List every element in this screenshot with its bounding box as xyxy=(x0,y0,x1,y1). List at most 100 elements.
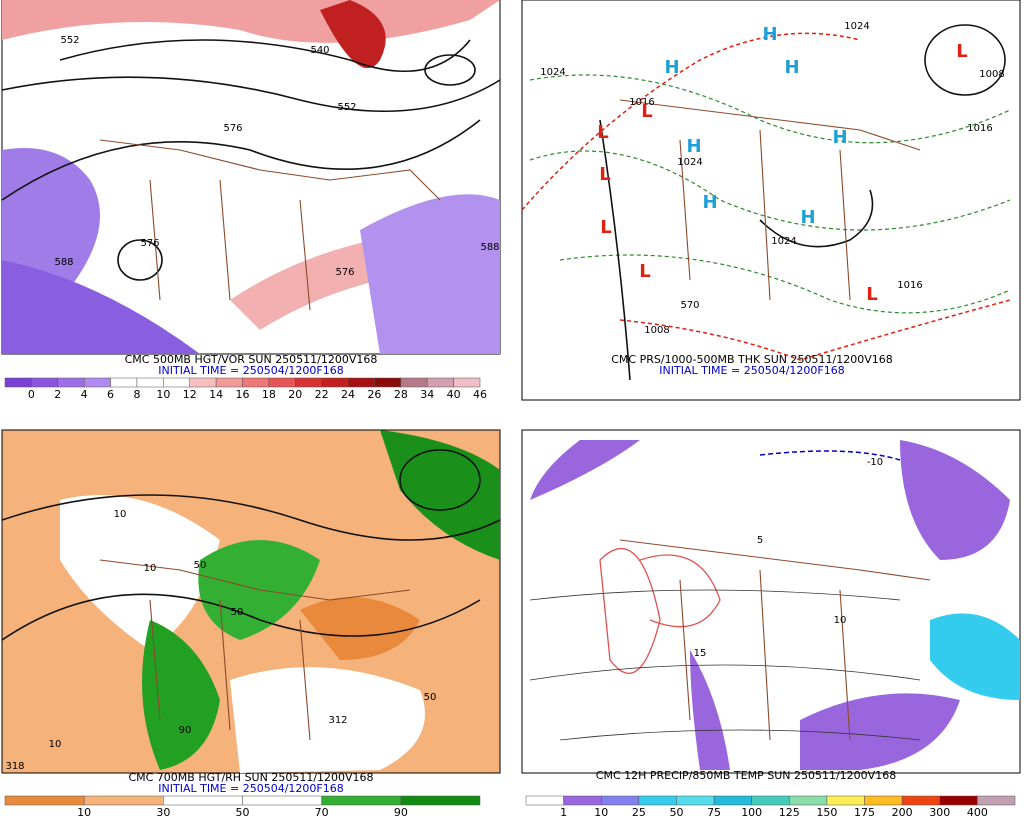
low-center: L xyxy=(956,41,967,62)
contour xyxy=(529,150,1011,231)
colorbar-swatch xyxy=(638,795,677,806)
colorbar-swatch xyxy=(563,795,602,806)
rh-area xyxy=(60,495,220,650)
colorbar-swatch xyxy=(242,377,270,388)
contour xyxy=(559,254,1011,314)
low-center: L xyxy=(599,164,610,185)
colorbar-label: 24 xyxy=(341,388,355,401)
contour-label: 10 xyxy=(114,509,127,520)
colorbar-label: 0 xyxy=(28,388,35,401)
contour-label: 318 xyxy=(5,761,24,772)
contour xyxy=(59,39,471,72)
colorbar-swatch xyxy=(347,377,375,388)
colorbar-swatch xyxy=(453,377,481,388)
contour xyxy=(1,494,501,541)
contour-label: 10 xyxy=(144,563,157,574)
contour-label: 1024 xyxy=(844,21,869,32)
contour-label: 1008 xyxy=(979,69,1004,80)
contour-label: 1008 xyxy=(644,325,669,336)
colorbar-label: 12 xyxy=(183,388,197,401)
contour-label: 1016 xyxy=(967,123,992,134)
state-border xyxy=(99,139,441,311)
colorbar-swatch xyxy=(426,377,454,388)
rh-area xyxy=(142,620,220,770)
vorticity-area xyxy=(2,260,200,354)
colorbar-label: 90 xyxy=(394,806,408,819)
contour-label: 1024 xyxy=(677,157,702,168)
colorbar-swatch xyxy=(676,795,715,806)
colorbar-label: 70 xyxy=(315,806,329,819)
colorbar-label: 125 xyxy=(779,806,800,819)
colorbar-swatch xyxy=(83,795,164,806)
colorbar-label: 22 xyxy=(315,388,329,401)
precip-area xyxy=(930,613,1020,700)
colorbar-label: 26 xyxy=(367,388,381,401)
contour-label: 1024 xyxy=(771,236,796,247)
caption: CMC 700MB HGT/RH SUN 250511/1200V168 xyxy=(128,771,373,784)
colorbar-swatch xyxy=(83,377,111,388)
colorbar-label: 50 xyxy=(236,806,250,819)
temperature-contour xyxy=(529,589,921,741)
colorbar-swatch xyxy=(4,795,85,806)
low-center: L xyxy=(597,122,608,143)
colorbar-swatch xyxy=(789,795,828,806)
precip-area xyxy=(800,693,960,770)
colorbar-swatch xyxy=(525,795,564,806)
colorbar-swatch xyxy=(826,795,865,806)
state-border xyxy=(619,539,931,741)
colorbar-swatch xyxy=(374,377,402,388)
colorbar-label: 50 xyxy=(669,806,683,819)
contour-label: 50 xyxy=(424,692,437,703)
colorbar-label: 34 xyxy=(420,388,434,401)
colorbar-label: 40 xyxy=(447,388,461,401)
colorbar-swatch xyxy=(939,795,978,806)
initial-time: INITIAL TIME = 250504/1200F168 xyxy=(158,364,343,377)
colorbar-swatch xyxy=(215,377,243,388)
precip-area xyxy=(900,440,1010,560)
contour-label: 552 xyxy=(337,102,356,113)
colorbar-swatch xyxy=(321,377,349,388)
colorbar-swatch xyxy=(400,377,428,388)
colorbar-label: 75 xyxy=(707,806,721,819)
contour xyxy=(521,32,861,211)
vorticity-area xyxy=(360,194,500,354)
initial-time: INITIAL TIME = 250504/1200F168 xyxy=(659,364,844,377)
contour xyxy=(924,24,1006,96)
contour xyxy=(619,299,1011,361)
colorbar-swatch xyxy=(242,795,322,806)
colorbar-label: 10 xyxy=(77,806,91,819)
panel-precip: -10 15 10 5 CMC 12H PRECIP/850MB TEMP SU… xyxy=(521,429,1021,782)
colorbar-swatch xyxy=(189,377,217,388)
contour xyxy=(424,54,476,86)
contour-label: 50 xyxy=(194,560,207,571)
colorbar-label: 16 xyxy=(236,388,250,401)
colorbar-label: 10 xyxy=(594,806,608,819)
contour-label: 576 xyxy=(140,238,159,249)
colorbar-label: 175 xyxy=(854,806,875,819)
colorbar-swatch xyxy=(31,377,59,388)
contour-label: -10 xyxy=(867,457,883,468)
colorbar-swatch xyxy=(600,795,640,806)
contour-label: 588 xyxy=(54,257,73,268)
low-center: L xyxy=(639,261,650,282)
vorticity-area xyxy=(320,0,386,69)
colorbar-label: 18 xyxy=(262,388,276,401)
colorbar-swatch xyxy=(901,795,941,806)
contour xyxy=(1,119,481,201)
contour-label: 1024 xyxy=(540,67,565,78)
caption: CMC 12H PRECIP/850MB TEMP SUN 250511/120… xyxy=(596,769,896,782)
contour xyxy=(1,76,501,112)
colorbar-swatch xyxy=(751,795,790,806)
contour-label: 15 xyxy=(694,648,707,659)
contour-label: 50 xyxy=(231,607,244,618)
temperature-contour xyxy=(599,548,721,674)
state-border xyxy=(99,559,411,741)
colorbar-swatch xyxy=(57,377,85,388)
contour xyxy=(117,239,163,281)
colorbar-label: 200 xyxy=(892,806,913,819)
colorbar-label: 30 xyxy=(156,806,170,819)
colorbar-swatch xyxy=(110,377,138,388)
colorbar-label: 100 xyxy=(741,806,762,819)
caption: CMC 500MB HGT/VOR SUN 250511/1200V168 xyxy=(125,353,378,366)
colorbar-label: 25 xyxy=(632,806,646,819)
